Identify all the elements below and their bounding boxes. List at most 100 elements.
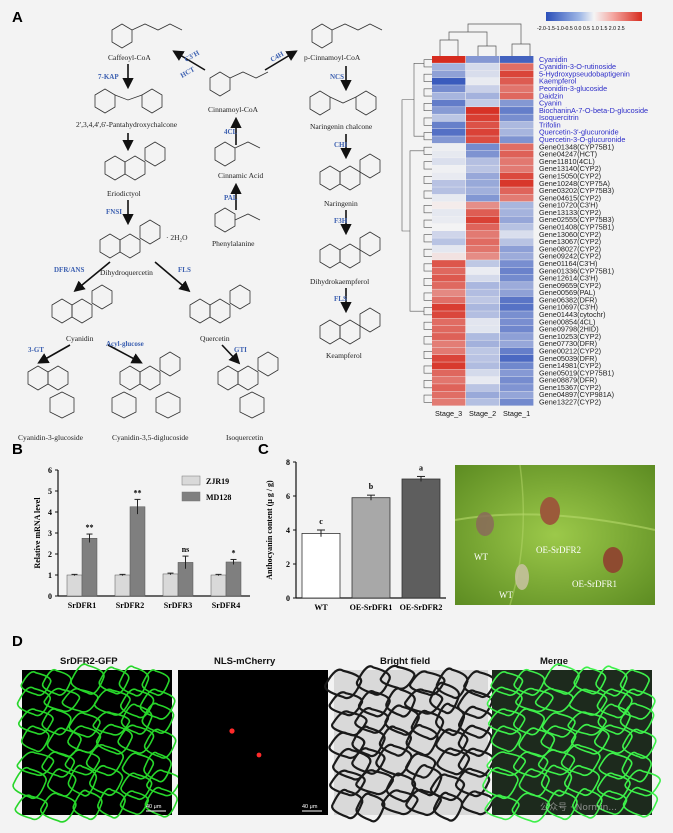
cell-outline xyxy=(40,792,77,823)
heatmap-gene-label: Gene04615(CYP2) xyxy=(539,193,601,202)
heatmap-cell xyxy=(466,85,500,93)
bar-b xyxy=(66,574,83,597)
heatmap-cell xyxy=(500,391,534,399)
heatmap-cell xyxy=(466,107,500,114)
heatmap-cell xyxy=(466,114,500,122)
cell-outline xyxy=(560,744,601,777)
x-tick-label-b: SrDFR1 xyxy=(68,601,96,610)
heatmap-cell xyxy=(466,252,500,260)
cell-outline xyxy=(597,703,631,735)
significance-b: ** xyxy=(86,523,94,532)
heatmap-cell xyxy=(500,354,534,362)
heatmap-cell xyxy=(500,223,534,231)
heatmap-cell xyxy=(466,260,500,268)
micro-title-gfp: SrDFR2-GFP xyxy=(60,656,118,667)
heatmap-cell xyxy=(500,85,534,93)
heatmap-cell xyxy=(432,99,466,107)
heatmap-gene-label: Gene04247(HCT) xyxy=(539,150,597,159)
y-tick-label-b: 1 xyxy=(48,571,52,580)
leaf-label-oe1: OE-SrDFR1 xyxy=(572,579,617,589)
heatmap-cell xyxy=(432,128,466,136)
micrograph-gfp: 40 μm xyxy=(12,663,181,823)
cell-outline xyxy=(20,725,50,753)
heatmap-cell xyxy=(432,56,466,63)
heatmap-cell xyxy=(500,136,534,144)
molecule-cyanidin xyxy=(51,284,113,324)
heatmap-cell xyxy=(432,92,466,100)
dendrogram-branch xyxy=(423,176,432,184)
enzyme-dfr-ans: DFR/ANS xyxy=(54,266,84,274)
heatmap-cell xyxy=(466,99,500,107)
heatmap-cell xyxy=(500,201,534,209)
cell-outline xyxy=(324,668,363,700)
heatmap-cell xyxy=(432,398,466,406)
heatmap-cell xyxy=(466,128,500,136)
molecule-phenylalanine xyxy=(214,207,261,233)
cell-outline xyxy=(47,768,77,797)
heatmap-cell xyxy=(466,63,500,71)
cell-outline xyxy=(570,723,610,755)
micrograph-mcherry: 40 μm xyxy=(178,670,328,815)
heatmap-gene-label: Gene01336(CYP75B1) xyxy=(539,266,614,275)
cell-outline xyxy=(117,724,155,754)
heatmap-gene-label: Gene10697(C3'H) xyxy=(539,303,598,312)
leaf-label-oe2: OE-SrDFR2 xyxy=(536,545,581,555)
heatmap: -2.0-1.5-1.0-0.5 0.0 0.5 1.0 1.5 2.0 2.5… xyxy=(401,12,648,418)
heatmap-cell xyxy=(500,143,534,151)
cell-outline xyxy=(93,688,131,716)
heatmap-cell xyxy=(500,63,534,71)
cell-outline xyxy=(617,688,656,720)
heatmap-cell xyxy=(466,201,500,209)
molecule-quercetin xyxy=(189,284,251,324)
heatmap-gene-label: Gene13140(CYP2) xyxy=(539,164,601,173)
heatmap-cell xyxy=(432,245,466,253)
scale-label-mcherry: 40 μm xyxy=(302,804,318,810)
heatmap-cell xyxy=(500,274,534,282)
cell-outline xyxy=(16,686,51,717)
heatmap-cell xyxy=(432,391,466,399)
heatmap-gene-label: Gene00212(CYP2) xyxy=(539,346,601,355)
bar-b xyxy=(225,561,242,597)
heatmap-gene-label: Gene07730(DFR) xyxy=(539,339,597,348)
cell-outline xyxy=(16,751,55,777)
y-tick-label-b: 6 xyxy=(48,466,52,475)
bar-b xyxy=(162,573,179,597)
cell-outline xyxy=(92,711,131,736)
heatmap-cell xyxy=(466,282,500,289)
heatmap-cell xyxy=(432,282,466,289)
heatmap-cell xyxy=(432,376,466,384)
cell-outline xyxy=(89,764,124,797)
heatmap-gene-label: Gene04897(CYP981A) xyxy=(539,390,614,399)
cell-outline xyxy=(328,691,364,717)
dendrogram-branch xyxy=(423,307,432,316)
molecule-kaempferol xyxy=(319,307,381,345)
compound-isoquercetin: Isoquercetin xyxy=(226,433,263,442)
heatmap-metabolite-label: Quercetin-3'-glucuronide xyxy=(539,128,619,137)
cell-outline xyxy=(482,766,519,800)
molecule-isoquercetin xyxy=(217,351,279,419)
heatmap-cell xyxy=(500,187,534,195)
cell-outline xyxy=(12,766,47,800)
cell-outline xyxy=(454,767,491,798)
heatmap-cell xyxy=(500,252,534,260)
cell-outline xyxy=(20,671,52,697)
heatmap-cell xyxy=(466,92,500,100)
molecule-dihydroquercetin xyxy=(99,219,161,259)
dendrogram-branch xyxy=(423,351,432,359)
cell-outline xyxy=(429,681,461,715)
cell-outline xyxy=(355,665,391,696)
heatmap-cell xyxy=(500,376,534,384)
heatmap-cell xyxy=(432,158,466,165)
heatmap-cell xyxy=(500,194,534,202)
dendrogram-branch xyxy=(401,99,414,232)
cell-outline xyxy=(64,749,101,776)
enzyme-f3h: F3H xyxy=(334,217,348,225)
leaf-spot-wt2 xyxy=(515,564,529,590)
cell-outline xyxy=(540,725,577,754)
heatmap-cell xyxy=(466,274,500,282)
heatmap-gene-label: Gene12614(C3'H) xyxy=(539,274,598,283)
heatmap-cell xyxy=(466,121,500,129)
y-tick-label-c: 8 xyxy=(286,458,290,467)
molecule-dihydrokaempferol xyxy=(319,231,381,269)
legend-label-b: MD128 xyxy=(206,493,231,502)
